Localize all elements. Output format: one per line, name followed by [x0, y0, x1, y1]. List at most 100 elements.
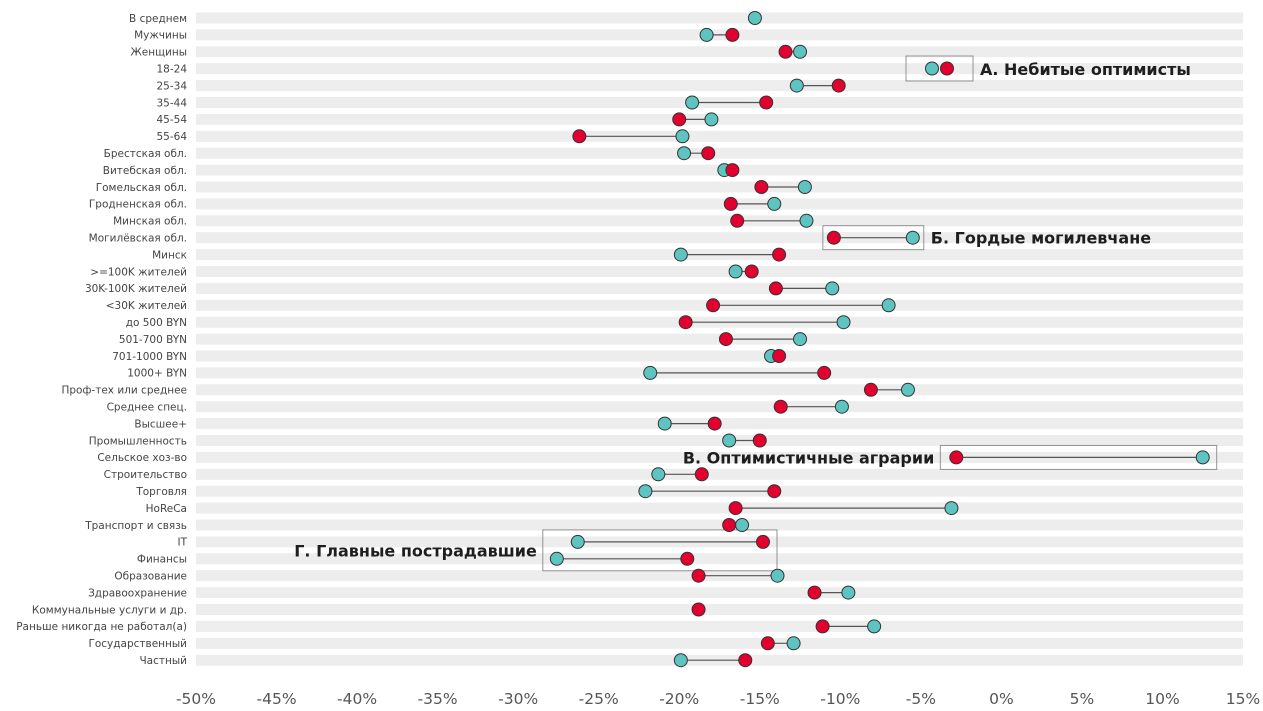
row-band: [196, 181, 1243, 193]
red-point-6: [672, 112, 687, 127]
red-point-35: [691, 602, 706, 617]
category-label-13: Могилёвская обл.: [89, 233, 187, 245]
legend-label: А. Небитые оптимисты: [980, 60, 1191, 79]
x-tick-label-1: -45%: [257, 690, 297, 708]
teal-point-30: [735, 518, 750, 532]
legend-box: [905, 55, 974, 82]
teal-point-15: [728, 264, 743, 279]
category-label-20: 701-1000 BYN: [112, 351, 187, 363]
teal-point-7: [675, 129, 690, 144]
annotation-box-g: [542, 529, 778, 572]
category-label-12: Минская обл.: [113, 216, 187, 228]
row-band: [196, 620, 1243, 632]
red-point-26: [949, 450, 964, 465]
teal-point-37: [786, 636, 801, 651]
teal-point-10: [797, 180, 812, 194]
red-point-31: [755, 534, 770, 549]
teal-point-34: [841, 585, 856, 600]
category-label-3: 18-24: [156, 64, 187, 76]
annotation-box-v: [939, 444, 1218, 470]
category-label-25: Промышленность: [89, 435, 187, 447]
teal-point-38: [673, 653, 688, 668]
teal-point-1: [699, 27, 714, 42]
annotation-labels: А. Небитые оптимисты Б. Гордые могилевчан…: [294, 60, 1191, 560]
category-label-24: Высшее+: [134, 418, 187, 430]
row-band: [196, 519, 1243, 531]
category-label-15: >=100K жителей: [90, 266, 187, 278]
teal-point-0: [747, 11, 762, 25]
category-label-21: 1000+ BYN: [127, 368, 187, 380]
row-band: [196, 384, 1243, 396]
red-point-20: [772, 349, 787, 363]
legend-teal-marker: [925, 61, 939, 76]
teal-point-22: [900, 382, 915, 397]
row-band: [196, 282, 1243, 294]
teal-point-19: [793, 332, 808, 347]
red-point-16: [768, 281, 783, 296]
teal-point-5: [685, 95, 700, 110]
category-label-28: Торговля: [135, 486, 187, 498]
teal-point-18: [836, 315, 851, 330]
category-label-31: IT: [177, 537, 187, 549]
teal-point-11: [767, 196, 782, 211]
red-point-22: [863, 382, 878, 397]
annotation-box-b: [822, 225, 925, 251]
red-point-33: [691, 568, 706, 583]
category-label-37: Государственный: [88, 638, 187, 650]
row-band: [196, 350, 1243, 362]
category-label-0: В среднем: [129, 13, 187, 25]
red-point-10: [754, 180, 769, 194]
category-label-9: Витебская обл.: [103, 165, 187, 177]
category-label-4: 25-34: [156, 80, 187, 92]
connector-lines: [556, 34, 1203, 661]
x-tick-label-3: -35%: [418, 690, 458, 708]
category-label-18: до 500 BYN: [126, 317, 187, 329]
red-point-36: [815, 619, 830, 634]
red-point-30: [722, 518, 737, 532]
row-band: [196, 435, 1243, 446]
category-label-22: Проф-тех или среднее: [61, 385, 187, 397]
legend-red-marker: [940, 61, 954, 76]
teal-point-17: [881, 298, 896, 313]
red-point-5: [759, 95, 774, 110]
category-label-23: Среднее спец.: [107, 402, 187, 414]
x-tick-label-12: 10%: [1145, 690, 1179, 708]
teal-point-21: [643, 365, 658, 380]
row-band: [196, 266, 1243, 277]
x-tick-label-11: 5%: [1070, 690, 1095, 708]
x-tick-label-7: -15%: [740, 690, 780, 708]
teal-point-24: [657, 416, 672, 431]
x-tick-label-2: -40%: [337, 690, 377, 708]
red-point-14: [772, 247, 787, 262]
teal-point-31: [570, 534, 585, 549]
x-tick-label-5: -25%: [579, 690, 619, 708]
red-point-34: [807, 585, 822, 600]
teal-point-27: [651, 467, 666, 482]
teal-point-13: [905, 230, 920, 245]
row-band: [196, 451, 1243, 463]
row-band: [196, 46, 1243, 58]
x-tick-label-9: -5%: [906, 690, 936, 708]
teal-point-4: [789, 78, 804, 93]
category-label-16: 30K-100K жителей: [85, 283, 187, 295]
red-point-7: [572, 129, 587, 144]
red-point-27: [694, 467, 709, 482]
row-band: [196, 80, 1243, 92]
row-band: [196, 232, 1243, 244]
category-label-14: Минск: [152, 249, 187, 261]
red-point-4: [831, 78, 846, 93]
teal-point-25: [722, 433, 737, 448]
category-label-11: Гродненская обл.: [89, 199, 187, 211]
category-label-32: Финансы: [137, 554, 187, 566]
teal-point-16: [825, 281, 840, 296]
row-band: [196, 637, 1243, 649]
red-point-17: [706, 298, 721, 313]
teal-point-28: [638, 484, 653, 499]
x-tick-label-8: -10%: [820, 690, 860, 708]
teal-point-2: [793, 44, 808, 59]
category-label-19: 501-700 BYN: [119, 334, 187, 346]
x-axis-ticks: -50% -45% -40% -35% -30% -25% -20% -15% -10% -5% 0…: [176, 690, 1260, 708]
row-band: [196, 401, 1243, 413]
x-tick-label-4: -30%: [498, 690, 538, 708]
